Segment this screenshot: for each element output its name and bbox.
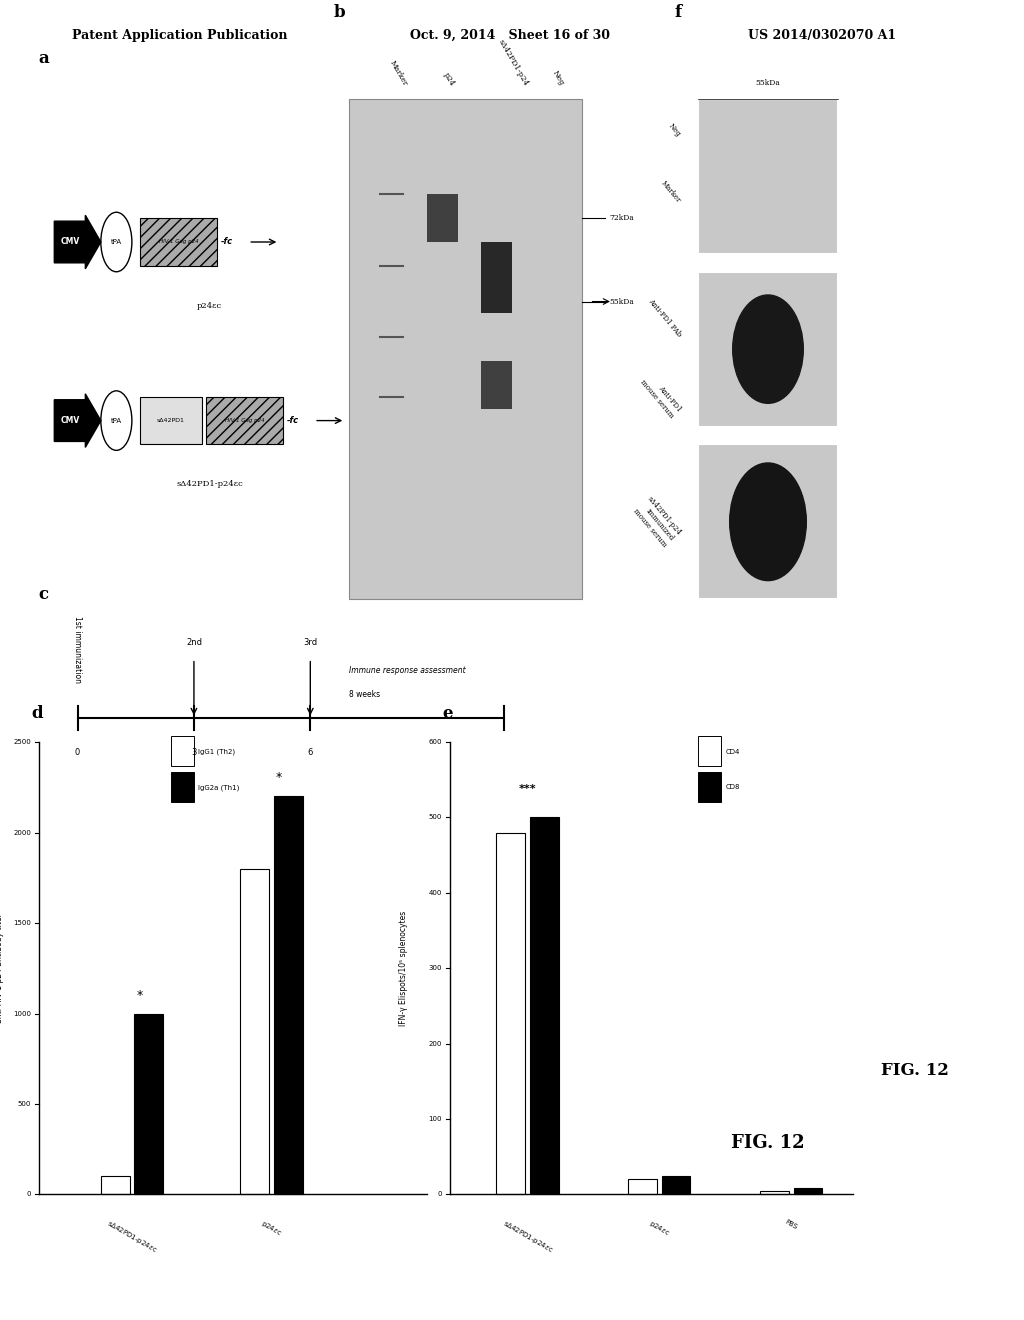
Text: anti-HIV-1 p24 antibody titer: anti-HIV-1 p24 antibody titer: [0, 913, 4, 1023]
FancyBboxPatch shape: [698, 272, 838, 426]
Text: Neg: Neg: [551, 69, 566, 87]
FancyBboxPatch shape: [760, 1191, 788, 1195]
Text: 6: 6: [307, 748, 313, 756]
Text: 55kDa: 55kDa: [609, 297, 634, 305]
Text: 72kDa: 72kDa: [609, 214, 634, 222]
FancyBboxPatch shape: [698, 737, 722, 766]
Text: 1st immunization: 1st immunization: [73, 615, 82, 682]
Text: ***: ***: [519, 784, 537, 793]
Text: b: b: [334, 4, 345, 21]
Text: 1500: 1500: [13, 920, 31, 927]
Text: sΔ42PD1-p24: sΔ42PD1-p24: [497, 38, 529, 87]
Text: tPA: tPA: [111, 239, 122, 246]
Text: s$\Delta$42PD1-p24$\varepsilon$c: s$\Delta$42PD1-p24$\varepsilon$c: [501, 1218, 554, 1255]
Text: CD4: CD4: [725, 748, 739, 755]
FancyBboxPatch shape: [698, 445, 838, 599]
Circle shape: [733, 294, 803, 404]
FancyBboxPatch shape: [662, 1176, 690, 1195]
Text: Neg: Neg: [667, 121, 683, 139]
Text: 2nd: 2nd: [186, 638, 202, 647]
Text: 1000: 1000: [13, 1011, 31, 1016]
Text: e: e: [442, 705, 453, 722]
Text: 600: 600: [429, 739, 442, 744]
FancyBboxPatch shape: [134, 1014, 163, 1195]
Text: 2000: 2000: [13, 829, 31, 836]
FancyBboxPatch shape: [427, 194, 458, 242]
Text: a: a: [39, 50, 49, 67]
Text: 0: 0: [27, 1192, 31, 1197]
Text: 2500: 2500: [13, 739, 31, 744]
Text: HIV-1 Gag p24: HIV-1 Gag p24: [224, 418, 264, 424]
Text: f: f: [675, 4, 682, 21]
Text: CD8: CD8: [725, 784, 739, 791]
Text: 500: 500: [17, 1101, 31, 1107]
FancyBboxPatch shape: [171, 737, 194, 766]
FancyBboxPatch shape: [481, 362, 512, 409]
Text: Anti-PD1 PAb: Anti-PD1 PAb: [646, 297, 683, 339]
Text: 400: 400: [429, 890, 442, 896]
Text: 0: 0: [437, 1192, 442, 1197]
Text: p24εc: p24εc: [197, 301, 222, 309]
Text: IgG1 (Th2): IgG1 (Th2): [198, 748, 234, 755]
Text: IFN-γ Elispots/10⁵ splenocytes: IFN-γ Elispots/10⁵ splenocytes: [399, 911, 408, 1026]
FancyBboxPatch shape: [241, 869, 269, 1195]
FancyBboxPatch shape: [139, 218, 217, 265]
FancyArrow shape: [54, 393, 100, 447]
FancyBboxPatch shape: [349, 99, 582, 599]
Text: Oct. 9, 2014   Sheet 16 of 30: Oct. 9, 2014 Sheet 16 of 30: [410, 29, 609, 42]
Text: sΔ42PD1: sΔ42PD1: [157, 418, 184, 424]
FancyBboxPatch shape: [100, 1176, 130, 1195]
FancyArrow shape: [54, 215, 100, 269]
Text: tPA: tPA: [111, 417, 122, 424]
Circle shape: [730, 463, 806, 581]
Text: Anti-PD1
mouse serum: Anti-PD1 mouse serum: [639, 372, 683, 420]
Text: 3rd: 3rd: [303, 638, 317, 647]
FancyBboxPatch shape: [529, 817, 558, 1195]
Text: s$\Delta$42PD1-p24$\varepsilon$c: s$\Delta$42PD1-p24$\varepsilon$c: [104, 1218, 159, 1255]
Text: 8 weeks: 8 weeks: [349, 690, 380, 698]
Text: IgG2a (Th1): IgG2a (Th1): [198, 784, 240, 791]
FancyBboxPatch shape: [206, 397, 284, 445]
Text: Marker: Marker: [659, 180, 683, 205]
Text: Marker: Marker: [388, 59, 409, 87]
Text: 55kDa: 55kDa: [756, 79, 780, 87]
Text: -fc: -fc: [221, 238, 233, 247]
Text: 300: 300: [429, 965, 442, 972]
FancyBboxPatch shape: [273, 796, 302, 1195]
Text: FIG. 12: FIG. 12: [731, 1134, 805, 1152]
Text: HIV-1 Gag p24: HIV-1 Gag p24: [159, 239, 199, 244]
FancyBboxPatch shape: [698, 99, 838, 253]
Text: 500: 500: [429, 814, 442, 821]
Text: FIG. 12: FIG. 12: [882, 1063, 949, 1080]
FancyBboxPatch shape: [139, 397, 202, 445]
Text: CMV: CMV: [60, 238, 80, 247]
Text: US 2014/0302070 A1: US 2014/0302070 A1: [748, 29, 896, 42]
FancyBboxPatch shape: [481, 242, 512, 313]
Text: *: *: [136, 989, 142, 1002]
Text: sΔ42PD1-p24εc: sΔ42PD1-p24εc: [176, 480, 243, 488]
Text: Immune response assessment: Immune response assessment: [349, 667, 466, 675]
Text: 100: 100: [429, 1117, 442, 1122]
Text: Patent Application Publication: Patent Application Publication: [72, 29, 287, 42]
FancyBboxPatch shape: [171, 772, 194, 801]
FancyBboxPatch shape: [497, 833, 525, 1195]
Text: sΔ42PD1-p24
immunized
mouse serum: sΔ42PD1-p24 immunized mouse serum: [632, 495, 683, 549]
Text: c: c: [39, 586, 49, 603]
Text: PBS: PBS: [784, 1218, 799, 1230]
FancyBboxPatch shape: [629, 1179, 657, 1195]
FancyBboxPatch shape: [698, 772, 722, 801]
Text: p24: p24: [442, 70, 457, 87]
Text: p24$\varepsilon$c: p24$\varepsilon$c: [647, 1218, 672, 1238]
Text: 200: 200: [429, 1040, 442, 1047]
Text: 0: 0: [75, 748, 80, 756]
Text: *: *: [276, 771, 283, 784]
Text: 3: 3: [191, 748, 197, 756]
Text: CMV: CMV: [60, 416, 80, 425]
Text: d: d: [31, 705, 43, 722]
Text: p24$\varepsilon$c: p24$\varepsilon$c: [259, 1218, 284, 1238]
FancyBboxPatch shape: [794, 1188, 822, 1195]
Text: -fc: -fc: [287, 416, 299, 425]
